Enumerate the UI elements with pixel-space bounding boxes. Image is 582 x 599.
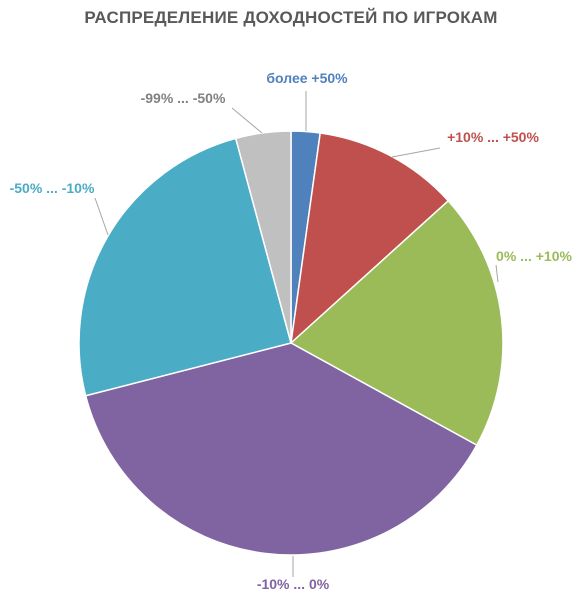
pie-slice-5 — [78, 137, 292, 397]
slice-label-3: 0% ... +10% — [496, 248, 572, 264]
pie-slice-6 — [234, 130, 292, 344]
leader-line-2 — [391, 147, 441, 158]
pie-slice-4 — [84, 342, 478, 556]
leader-line-3 — [495, 264, 499, 283]
leader-line-6 — [231, 107, 263, 134]
slice-label-1: более +50% — [266, 70, 348, 86]
slice-label-5: -50% ... -10% — [10, 180, 95, 196]
pie-slice-3 — [289, 199, 504, 447]
slice-label-4: -10% ... 0% — [257, 576, 330, 592]
leader-line-5 — [94, 197, 109, 236]
slice-label-2: +10% ... +50% — [447, 129, 539, 145]
slice-label-6: -99% ... -50% — [141, 90, 226, 106]
pie-slices — [78, 130, 504, 556]
pie-slice-2 — [289, 132, 450, 345]
chart-title: РАСПРЕДЕЛЕНИЕ ДОХОДНОСТЕЙ ПО ИГРОКАМ — [84, 8, 498, 27]
